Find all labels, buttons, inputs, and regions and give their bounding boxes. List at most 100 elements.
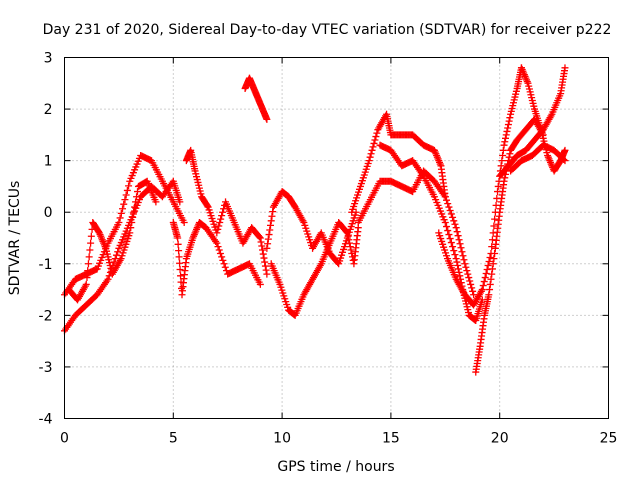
data-point-marker — [176, 266, 184, 274]
data-point-marker — [128, 219, 136, 227]
x-tick-label: 15 — [382, 431, 400, 447]
data-point-marker — [133, 193, 141, 201]
data-point-marker — [365, 157, 373, 165]
data-points-layer — [61, 64, 569, 376]
data-point-marker — [346, 239, 354, 247]
data-point-marker — [490, 222, 498, 230]
data-point-marker — [489, 229, 497, 237]
data-point-marker — [450, 217, 458, 225]
data-point-marker — [134, 188, 142, 196]
data-point-marker — [175, 247, 183, 255]
data-point-marker — [129, 213, 137, 221]
satellite-track-6 — [241, 74, 271, 123]
data-point-marker — [453, 258, 461, 266]
data-point-marker — [456, 272, 464, 280]
data-point-marker — [441, 219, 449, 227]
data-point-marker — [122, 191, 130, 199]
data-point-marker — [265, 231, 273, 239]
data-point-marker — [371, 136, 379, 144]
data-point-marker — [492, 201, 500, 209]
data-point-marker — [499, 146, 507, 154]
data-point-marker — [488, 243, 496, 251]
satellite-track-15 — [496, 64, 569, 180]
data-point-marker — [213, 239, 221, 247]
data-point-marker — [116, 214, 124, 222]
data-point-marker — [445, 231, 453, 239]
data-point-marker — [219, 208, 227, 216]
satellite-track-9 — [348, 110, 449, 216]
data-point-marker — [488, 236, 496, 244]
data-point-marker — [456, 240, 464, 248]
data-point-marker — [449, 243, 457, 251]
data-point-marker — [176, 259, 184, 267]
data-point-marker — [454, 265, 462, 273]
data-point-marker — [469, 287, 477, 295]
data-point-marker — [115, 219, 123, 227]
data-point-marker — [445, 203, 453, 211]
data-point-marker — [130, 208, 138, 216]
data-point-marker — [120, 200, 128, 208]
data-point-marker — [216, 249, 224, 257]
data-point-marker — [494, 188, 502, 196]
data-point-marker — [255, 233, 263, 241]
data-point-marker — [481, 274, 489, 282]
data-point-marker — [261, 258, 269, 266]
data-point-marker — [505, 153, 513, 161]
x-tick-label: 0 — [60, 431, 69, 447]
data-point-marker — [259, 246, 267, 254]
data-point-marker — [219, 256, 227, 264]
data-point-marker — [486, 253, 494, 261]
y-tick-label: 0 — [44, 205, 53, 221]
data-point-marker — [221, 263, 229, 271]
data-point-marker — [502, 134, 510, 142]
data-point-marker — [451, 220, 459, 228]
data-point-marker — [266, 226, 274, 234]
data-point-marker — [501, 138, 509, 146]
data-point-marker — [215, 222, 223, 230]
x-tick-label: 25 — [600, 431, 618, 447]
data-point-marker — [215, 246, 223, 254]
data-point-marker — [214, 243, 222, 251]
x-axis-label: GPS time / hours — [277, 459, 394, 475]
data-point-marker — [368, 146, 376, 154]
data-point-marker — [493, 194, 501, 202]
y-tick-labels: -4 -3 -2 -1 0 1 2 3 — [39, 51, 53, 428]
data-point-marker — [203, 202, 211, 210]
data-point-marker — [218, 253, 226, 261]
data-point-marker — [220, 260, 228, 268]
data-point-marker — [561, 157, 569, 165]
satellite-track-5 — [169, 219, 264, 299]
data-point-marker — [264, 240, 272, 248]
data-point-marker — [85, 253, 93, 261]
data-point-marker — [369, 143, 377, 151]
y-tick-label: -4 — [39, 412, 53, 428]
data-point-marker — [372, 133, 380, 141]
y-tick-label: -3 — [39, 360, 53, 376]
data-point-marker — [506, 114, 514, 122]
y-tick-label: 1 — [44, 154, 53, 170]
data-point-marker — [478, 286, 486, 294]
data-point-marker — [258, 242, 266, 250]
data-point-marker — [263, 115, 271, 123]
data-point-marker — [213, 229, 221, 237]
data-point-marker — [489, 260, 497, 268]
plot-frame — [64, 57, 609, 419]
data-point-marker — [498, 157, 506, 165]
data-point-marker — [443, 223, 451, 231]
data-point-marker — [444, 227, 452, 235]
data-point-marker — [500, 141, 508, 149]
data-point-marker — [501, 174, 509, 182]
data-point-marker — [87, 232, 95, 240]
data-point-marker — [263, 270, 271, 278]
data-point-marker — [174, 240, 182, 248]
data-point-marker — [464, 270, 472, 278]
data-point-marker — [176, 198, 184, 206]
satellite-track-1 — [61, 151, 188, 299]
satellite-track-16 — [507, 141, 569, 175]
data-point-marker — [446, 206, 454, 214]
data-point-marker — [180, 219, 188, 227]
data-point-marker — [458, 248, 466, 256]
data-point-marker — [560, 155, 568, 163]
data-point-marker — [441, 193, 449, 201]
data-point-marker — [261, 262, 269, 270]
